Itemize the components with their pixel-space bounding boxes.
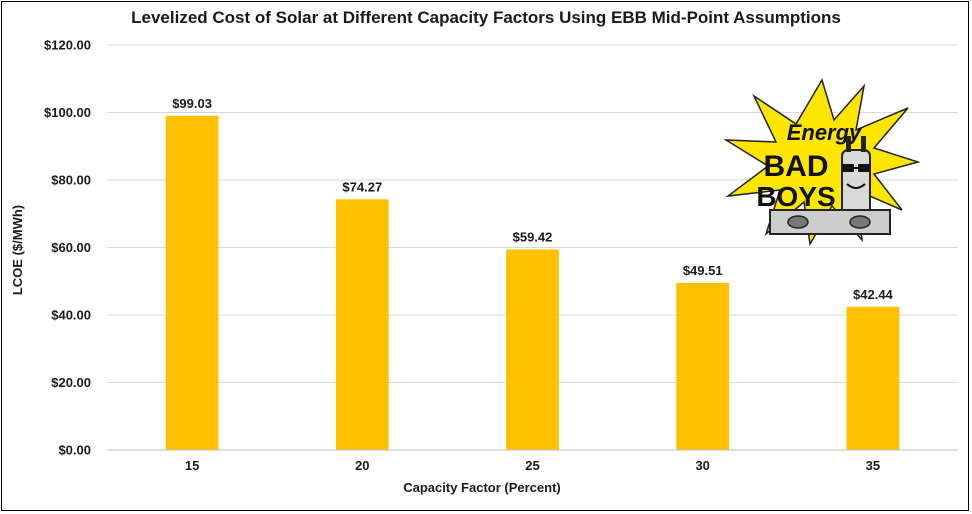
y-tick-label: $80.00 — [51, 173, 91, 188]
starburst-shape — [724, 78, 920, 246]
y-tick-label: $100.00 — [44, 105, 91, 120]
y-tick-label: $0.00 — [58, 443, 91, 458]
x-axis-ticks: 15 20 25 30 35 — [185, 458, 880, 473]
x-tick-label: 35 — [866, 458, 880, 473]
x-tick-label: 30 — [695, 458, 709, 473]
data-label-25: $59.42 — [513, 229, 553, 244]
bar-20 — [335, 199, 389, 450]
y-axis-ticks: $0.00 $20.00 $40.00 $60.00 $80.00 $100.00 $120… — [44, 38, 91, 458]
data-label-15: $99.03 — [172, 96, 212, 111]
y-tick-label: $20.00 — [51, 375, 91, 390]
bar-25 — [506, 249, 559, 450]
data-label-35: $42.44 — [853, 287, 894, 302]
y-tick-label: $60.00 — [51, 240, 91, 255]
bar-15 — [165, 115, 219, 451]
logo-text-energy: Energy — [787, 120, 863, 145]
x-tick-label: 15 — [185, 458, 199, 473]
logo-text-boys: BOYS — [756, 181, 835, 212]
x-axis-label: Capacity Factor (Percent) — [403, 480, 561, 495]
logo-text-bad: BAD — [764, 150, 829, 183]
data-label-30: $49.51 — [683, 263, 723, 278]
data-label-20: $74.27 — [342, 179, 382, 194]
bars: $99.03 $74.27 $59.42 $49.51 $42.44 — [165, 96, 900, 451]
bar-30 — [676, 282, 730, 450]
chart-title: Levelized Cost of Solar at Different Cap… — [131, 8, 841, 27]
x-tick-label: 25 — [525, 458, 539, 473]
bar-35 — [846, 306, 900, 450]
plug-mascot-icon — [841, 136, 871, 221]
outlet-plate-icon — [769, 209, 891, 235]
y-tick-label: $120.00 — [44, 38, 91, 53]
y-tick-label: $40.00 — [51, 308, 91, 323]
x-tick-label: 20 — [355, 458, 369, 473]
energy-bad-boys-logo: Energy BAD BOYS — [724, 78, 920, 246]
